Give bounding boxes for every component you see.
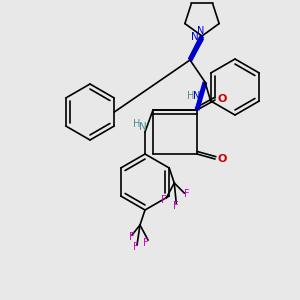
Text: N: N bbox=[139, 122, 147, 132]
Text: H: H bbox=[133, 119, 141, 129]
Text: N: N bbox=[197, 26, 205, 36]
Text: N: N bbox=[193, 91, 201, 101]
Text: H: H bbox=[187, 91, 195, 101]
Text: F: F bbox=[173, 201, 179, 211]
Text: N: N bbox=[191, 32, 199, 42]
Text: F: F bbox=[133, 242, 139, 252]
Text: O: O bbox=[217, 94, 226, 104]
Text: F: F bbox=[161, 195, 167, 205]
Text: F: F bbox=[129, 232, 135, 242]
Text: F: F bbox=[184, 189, 190, 199]
Text: F: F bbox=[143, 238, 149, 248]
Text: O: O bbox=[217, 154, 226, 164]
